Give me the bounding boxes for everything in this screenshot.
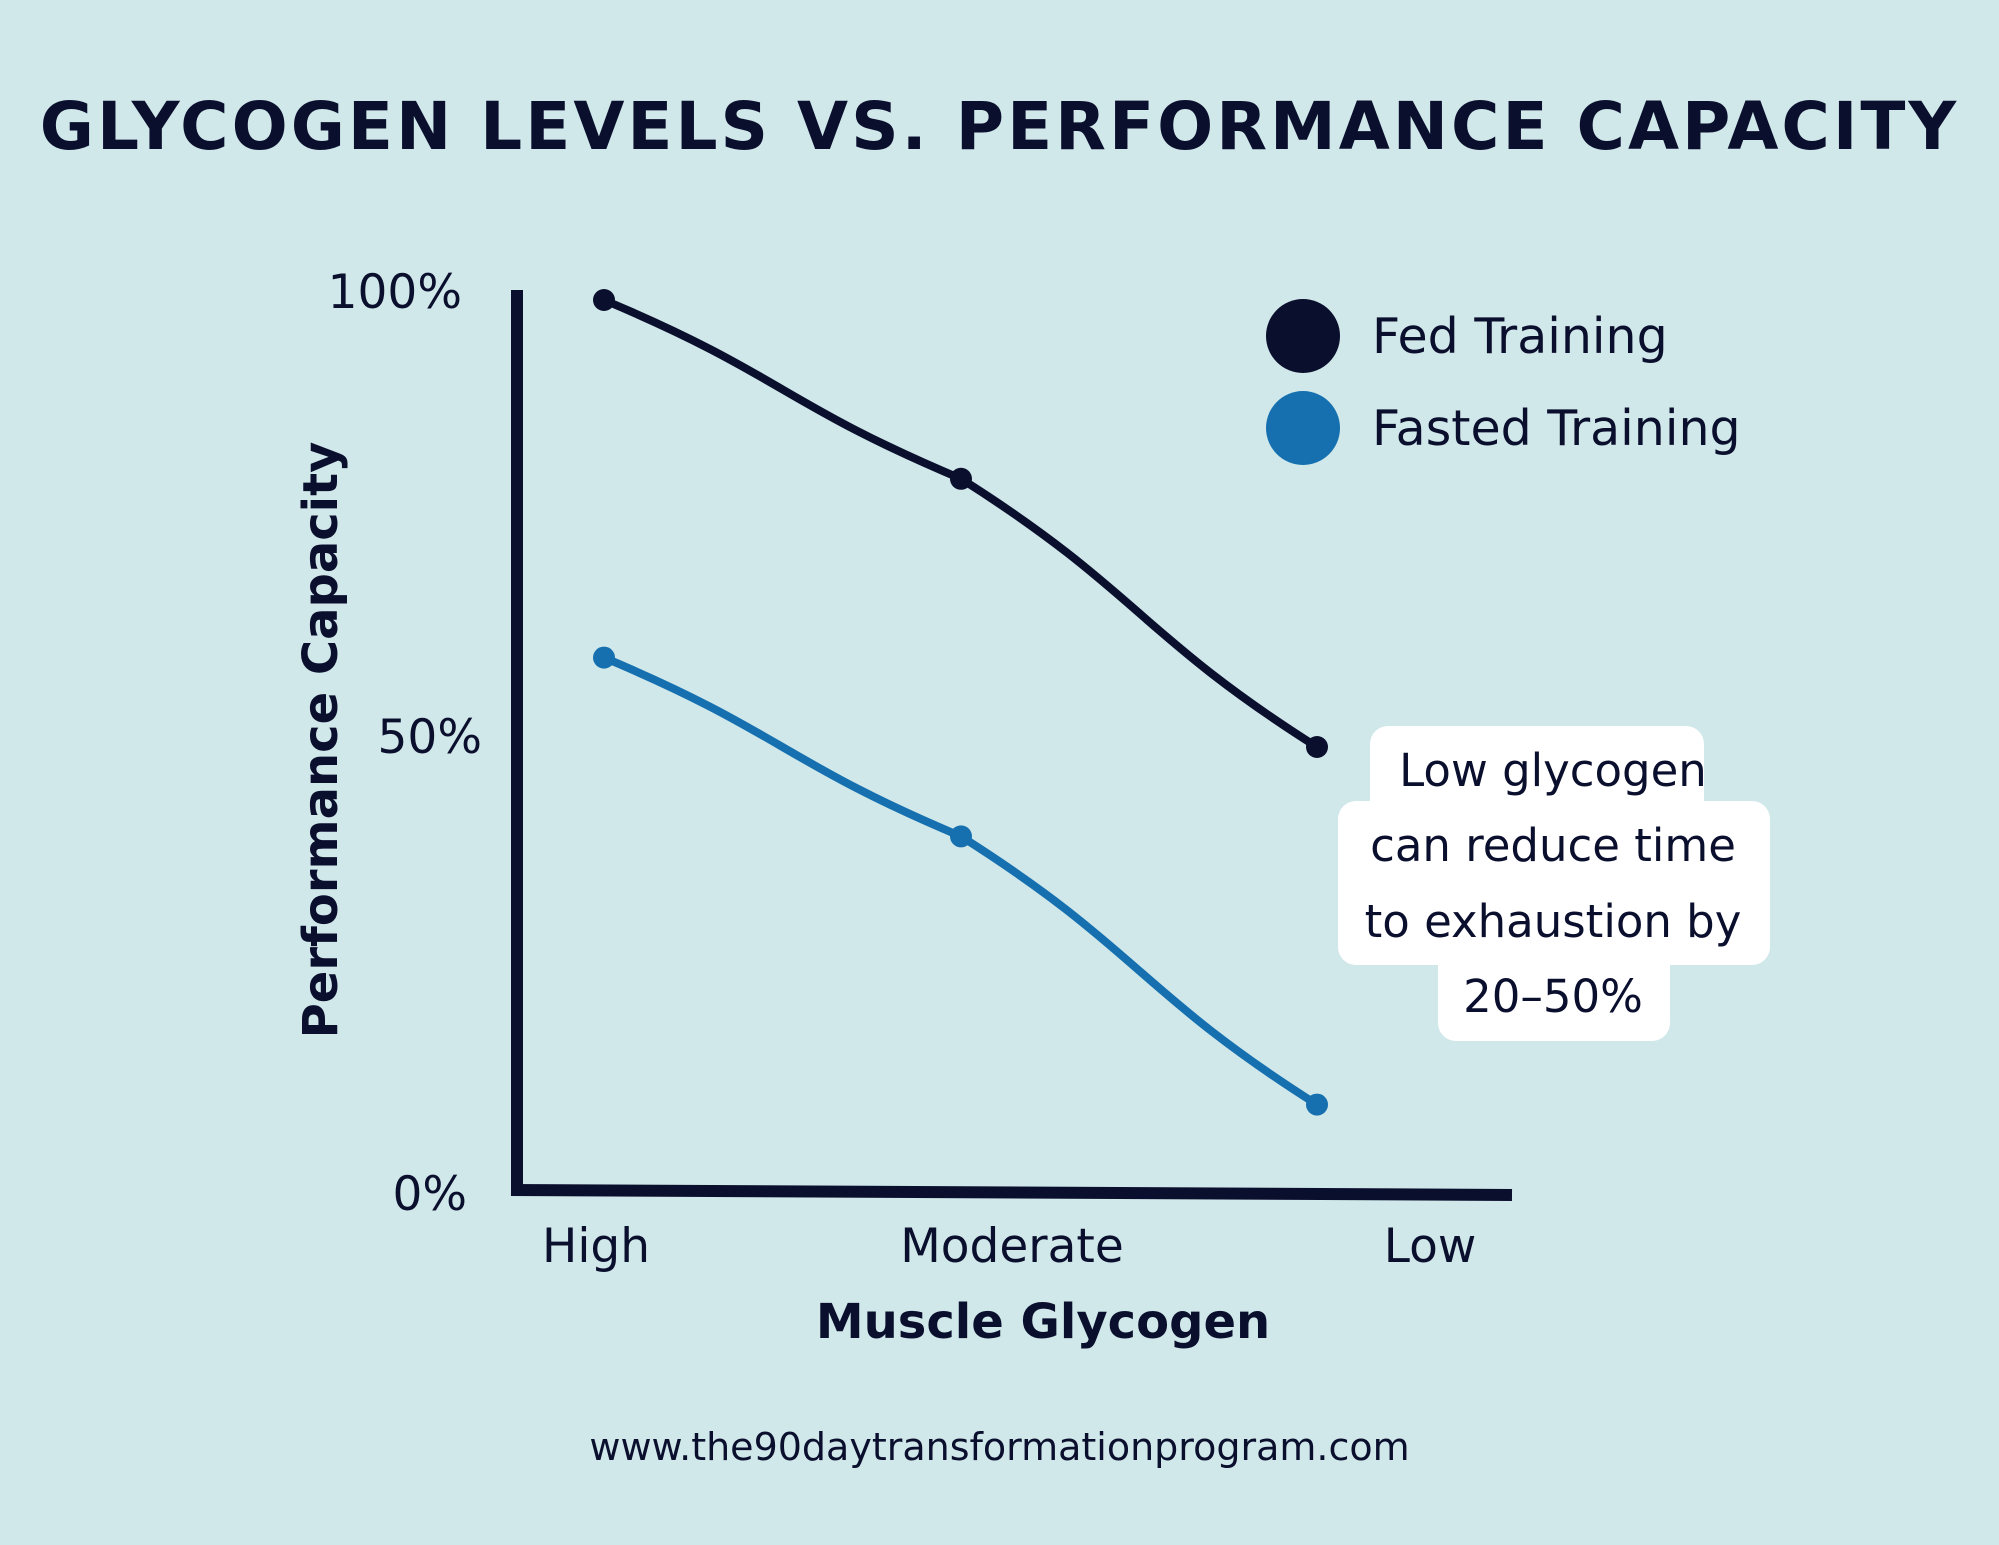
x-axis-title: Muscle Glycogen	[816, 1294, 1270, 1350]
series-line-0	[600, 296, 1321, 751]
data-point-0-1	[950, 467, 972, 490]
callout-line: to exhaustion by	[1365, 895, 1742, 948]
y-axis-title: Performance Capacity	[293, 442, 349, 1039]
x-axis-line	[510, 1184, 1513, 1201]
x-tick-label: Low	[1384, 1219, 1477, 1274]
y-tick-label: 100%	[328, 265, 462, 320]
x-tick-label: High	[542, 1219, 650, 1274]
annotation-callout: Low glycogen can reduce time to exhausti…	[1338, 726, 1770, 1041]
footer-url: www.the90daytransformationprogram.com	[589, 1425, 1410, 1469]
y-tick-label: 0%	[392, 1167, 467, 1222]
callout-line: Low glycogen	[1399, 744, 1707, 797]
legend-label: Fed Training	[1372, 308, 1668, 365]
series-line-1	[600, 653, 1321, 1109]
callout-box	[1370, 726, 1704, 819]
callout-line: can reduce time	[1370, 819, 1736, 872]
callout-box	[1438, 945, 1670, 1041]
legend-marker-fed	[1266, 299, 1340, 373]
data-point-1-1	[950, 825, 972, 848]
chart-title: GLYCOGEN LEVELS VS. PERFORMANCE CAPACITY	[39, 88, 1960, 165]
x-tick-label: Moderate	[900, 1219, 1124, 1274]
data-point-1-0	[593, 646, 615, 669]
data-point-0-2	[1306, 736, 1328, 758]
callout-box	[1338, 801, 1770, 965]
data-point-0-0	[593, 289, 615, 311]
legend-label: Fasted Training	[1372, 400, 1741, 457]
data-point-1-2	[1306, 1093, 1328, 1116]
callout-line: 20–50%	[1463, 970, 1643, 1023]
y-tick-label: 50%	[378, 710, 482, 765]
legend-marker-fasted	[1266, 391, 1340, 465]
